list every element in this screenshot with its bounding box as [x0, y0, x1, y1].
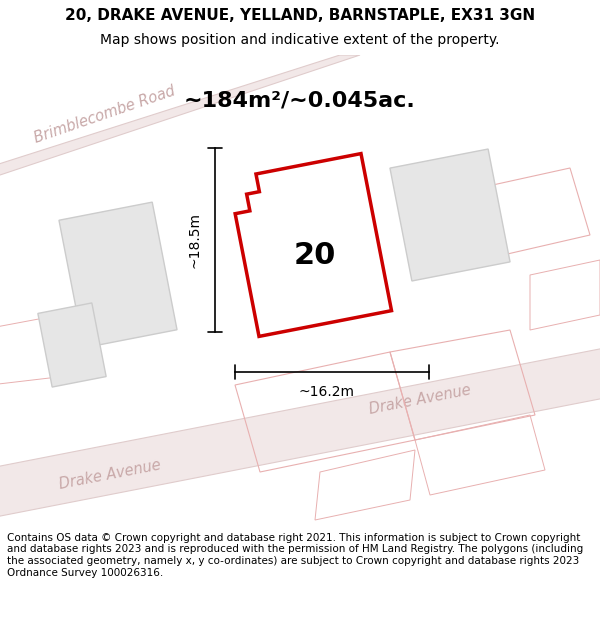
- Polygon shape: [0, 55, 360, 175]
- Polygon shape: [235, 154, 392, 336]
- Text: ~184m²/~0.045ac.: ~184m²/~0.045ac.: [184, 90, 416, 110]
- Polygon shape: [390, 149, 510, 281]
- Text: Drake Avenue: Drake Avenue: [58, 458, 162, 492]
- Text: Map shows position and indicative extent of the property.: Map shows position and indicative extent…: [100, 32, 500, 47]
- Polygon shape: [0, 345, 600, 520]
- Polygon shape: [38, 303, 106, 387]
- Point: [0, 526, 5, 534]
- Text: Drake Avenue: Drake Avenue: [368, 382, 472, 418]
- Text: 20, DRAKE AVENUE, YELLAND, BARNSTAPLE, EX31 3GN: 20, DRAKE AVENUE, YELLAND, BARNSTAPLE, E…: [65, 8, 535, 23]
- Text: ~16.2m: ~16.2m: [299, 385, 355, 399]
- Text: Contains OS data © Crown copyright and database right 2021. This information is : Contains OS data © Crown copyright and d…: [7, 533, 583, 578]
- Polygon shape: [59, 202, 177, 348]
- Text: 20: 20: [294, 241, 336, 269]
- Text: Brimblecombe Road: Brimblecombe Road: [32, 84, 178, 146]
- Text: ~18.5m: ~18.5m: [188, 212, 202, 268]
- Point: [0, 526, 4, 534]
